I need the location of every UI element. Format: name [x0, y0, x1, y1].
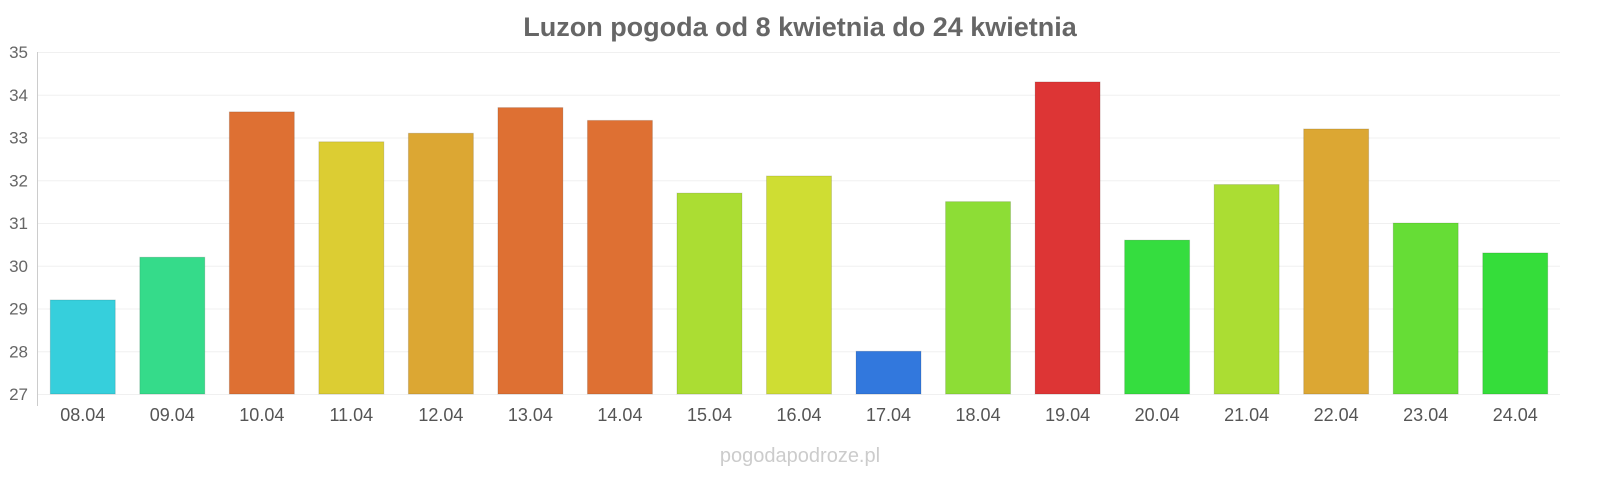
- bar-17.04: [855, 350, 922, 395]
- watermark: pogodapodroze.pl: [720, 445, 880, 467]
- x-tick-label: 18.04: [956, 405, 1001, 425]
- x-tick-label: 13.04: [508, 405, 553, 425]
- bar-11.04: [318, 141, 385, 395]
- bar-22.04: [1303, 128, 1370, 395]
- bar-08.04: [49, 299, 116, 395]
- x-tick-label: 23.04: [1403, 405, 1448, 425]
- x-tick-label: 11.04: [329, 405, 373, 425]
- bar-09.04: [139, 256, 206, 395]
- y-tick-label: 33: [9, 129, 28, 148]
- bar-15.04: [676, 192, 743, 395]
- x-tick-label: 15.04: [687, 405, 732, 425]
- y-tick-label: 34: [9, 86, 28, 105]
- y-tick-label: 30: [9, 257, 28, 276]
- y-tick-label: 28: [9, 342, 28, 361]
- y-tick-label: 35: [9, 43, 28, 62]
- y-tick-label: 31: [9, 214, 28, 233]
- x-tick-label: 24.04: [1493, 405, 1538, 425]
- x-tick-label: 14.04: [597, 405, 642, 425]
- x-tick-label: 21.04: [1224, 405, 1269, 425]
- bar-19.04: [1034, 81, 1101, 395]
- x-tick-label: 20.04: [1135, 405, 1180, 425]
- x-tick-label: 16.04: [776, 405, 821, 425]
- bar-10.04: [228, 111, 295, 395]
- x-tick-label: 12.04: [418, 405, 463, 425]
- bar-12.04: [407, 132, 474, 395]
- x-tick-label: 10.04: [239, 405, 284, 425]
- bar-24.04: [1482, 252, 1549, 395]
- bar-20.04: [1124, 239, 1191, 395]
- y-tick-label: 32: [9, 171, 28, 190]
- bar-13.04: [497, 107, 564, 395]
- y-tick-label: 29: [9, 300, 28, 319]
- x-tick-label: 19.04: [1045, 405, 1090, 425]
- bar-23.04: [1392, 222, 1459, 395]
- bar-14.04: [586, 119, 653, 395]
- bar-21.04: [1213, 184, 1280, 395]
- x-tick-label: 08.04: [60, 405, 105, 425]
- x-tick-label: 22.04: [1314, 405, 1359, 425]
- y-tick-label: 27: [9, 385, 28, 404]
- x-tick-label: 09.04: [150, 405, 195, 425]
- chart-title: Luzon pogoda od 8 kwietnia do 24 kwietni…: [523, 12, 1078, 42]
- bar-18.04: [945, 201, 1012, 395]
- bar-16.04: [766, 175, 832, 395]
- x-tick-label: 17.04: [866, 405, 911, 425]
